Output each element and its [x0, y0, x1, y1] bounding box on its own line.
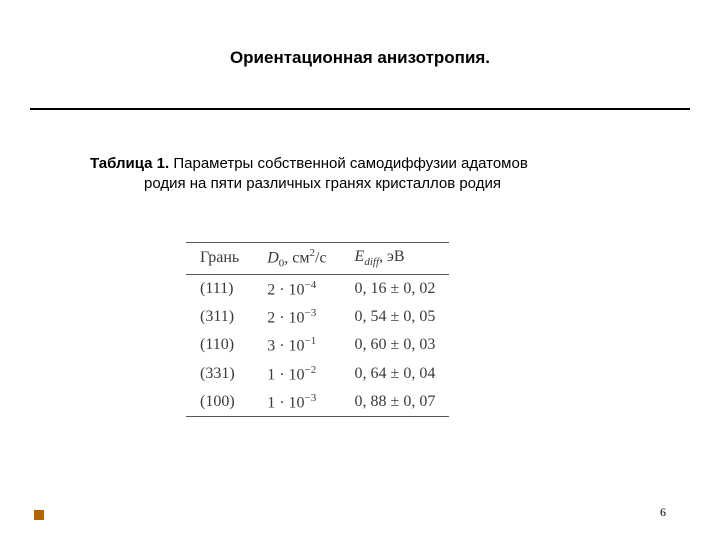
table-row: (311) 2 · 10−3 0, 54 ± 0, 05: [186, 303, 449, 331]
horizontal-rule: [30, 108, 690, 110]
e-unit: , эВ: [379, 248, 405, 265]
col-header-facet-text: Грань: [200, 249, 239, 266]
cell-d0-mantissa: 1 · 10: [267, 366, 304, 383]
caption-line-2: родия на пяти различных гранях кристалло…: [90, 174, 650, 194]
cell-d0: 3 · 10−1: [253, 331, 340, 359]
cell-ediff: 0, 64 ± 0, 04: [341, 360, 450, 388]
cell-d0: 1 · 10−2: [253, 360, 340, 388]
cell-d0: 2 · 10−4: [253, 274, 340, 303]
cell-facet: (311): [186, 303, 253, 331]
cell-d0: 2 · 10−3: [253, 303, 340, 331]
cell-ediff: 0, 60 ± 0, 03: [341, 331, 450, 359]
table-row: (331) 1 · 10−2 0, 64 ± 0, 04: [186, 360, 449, 388]
accent-square-icon: [34, 510, 44, 520]
col-header-ediff: Ediff, эВ: [341, 243, 450, 275]
data-table-wrap: Грань D0, см2/с Ediff, эВ (111) 2 · 10−4…: [186, 242, 449, 417]
cell-d0-exp: −3: [305, 392, 317, 404]
col-header-d0: D0, см2/с: [253, 243, 340, 275]
cell-d0-exp: −4: [305, 279, 317, 291]
cell-facet: (110): [186, 331, 253, 359]
caption-rest-1: Параметры собственной самодиффузии адато…: [169, 155, 528, 172]
cell-d0-mantissa: 1 · 10: [267, 394, 304, 411]
cell-d0: 1 · 10−3: [253, 388, 340, 417]
cell-ediff: 0, 88 ± 0, 07: [341, 388, 450, 417]
cell-facet: (331): [186, 360, 253, 388]
cell-facet: (100): [186, 388, 253, 417]
d0-unit-pre: , см: [284, 249, 309, 266]
page-title: Ориентационная анизотропия.: [230, 48, 490, 67]
table-header-row: Грань D0, см2/с Ediff, эВ: [186, 243, 449, 275]
d0-symbol: D: [267, 249, 279, 266]
d0-unit-post: /с: [315, 249, 327, 266]
page-number: 6: [660, 505, 666, 520]
caption-lead: Таблица 1.: [90, 155, 169, 172]
cell-facet: (111): [186, 274, 253, 303]
table-caption: Таблица 1. Параметры собственной самодиф…: [90, 154, 650, 195]
cell-d0-mantissa: 2 · 10: [267, 281, 304, 298]
cell-d0-mantissa: 2 · 10: [267, 309, 304, 326]
cell-d0-exp: −2: [305, 364, 317, 376]
e-subscript: diff: [364, 256, 379, 268]
table-row: (110) 3 · 10−1 0, 60 ± 0, 03: [186, 331, 449, 359]
cell-d0-exp: −3: [305, 307, 317, 319]
col-header-facet: Грань: [186, 243, 253, 275]
cell-d0-exp: −1: [305, 335, 317, 347]
cell-d0-mantissa: 3 · 10: [267, 338, 304, 355]
table-row: (111) 2 · 10−4 0, 16 ± 0, 02: [186, 274, 449, 303]
cell-ediff: 0, 16 ± 0, 02: [341, 274, 450, 303]
e-symbol: E: [355, 248, 365, 265]
slide: Ориентационная анизотропия. Таблица 1. П…: [0, 0, 720, 540]
table-row: (100) 1 · 10−3 0, 88 ± 0, 07: [186, 388, 449, 417]
data-table: Грань D0, см2/с Ediff, эВ (111) 2 · 10−4…: [186, 242, 449, 417]
table-body: (111) 2 · 10−4 0, 16 ± 0, 02 (311) 2 · 1…: [186, 274, 449, 417]
title-block: Ориентационная анизотропия.: [0, 48, 720, 68]
cell-ediff: 0, 54 ± 0, 05: [341, 303, 450, 331]
